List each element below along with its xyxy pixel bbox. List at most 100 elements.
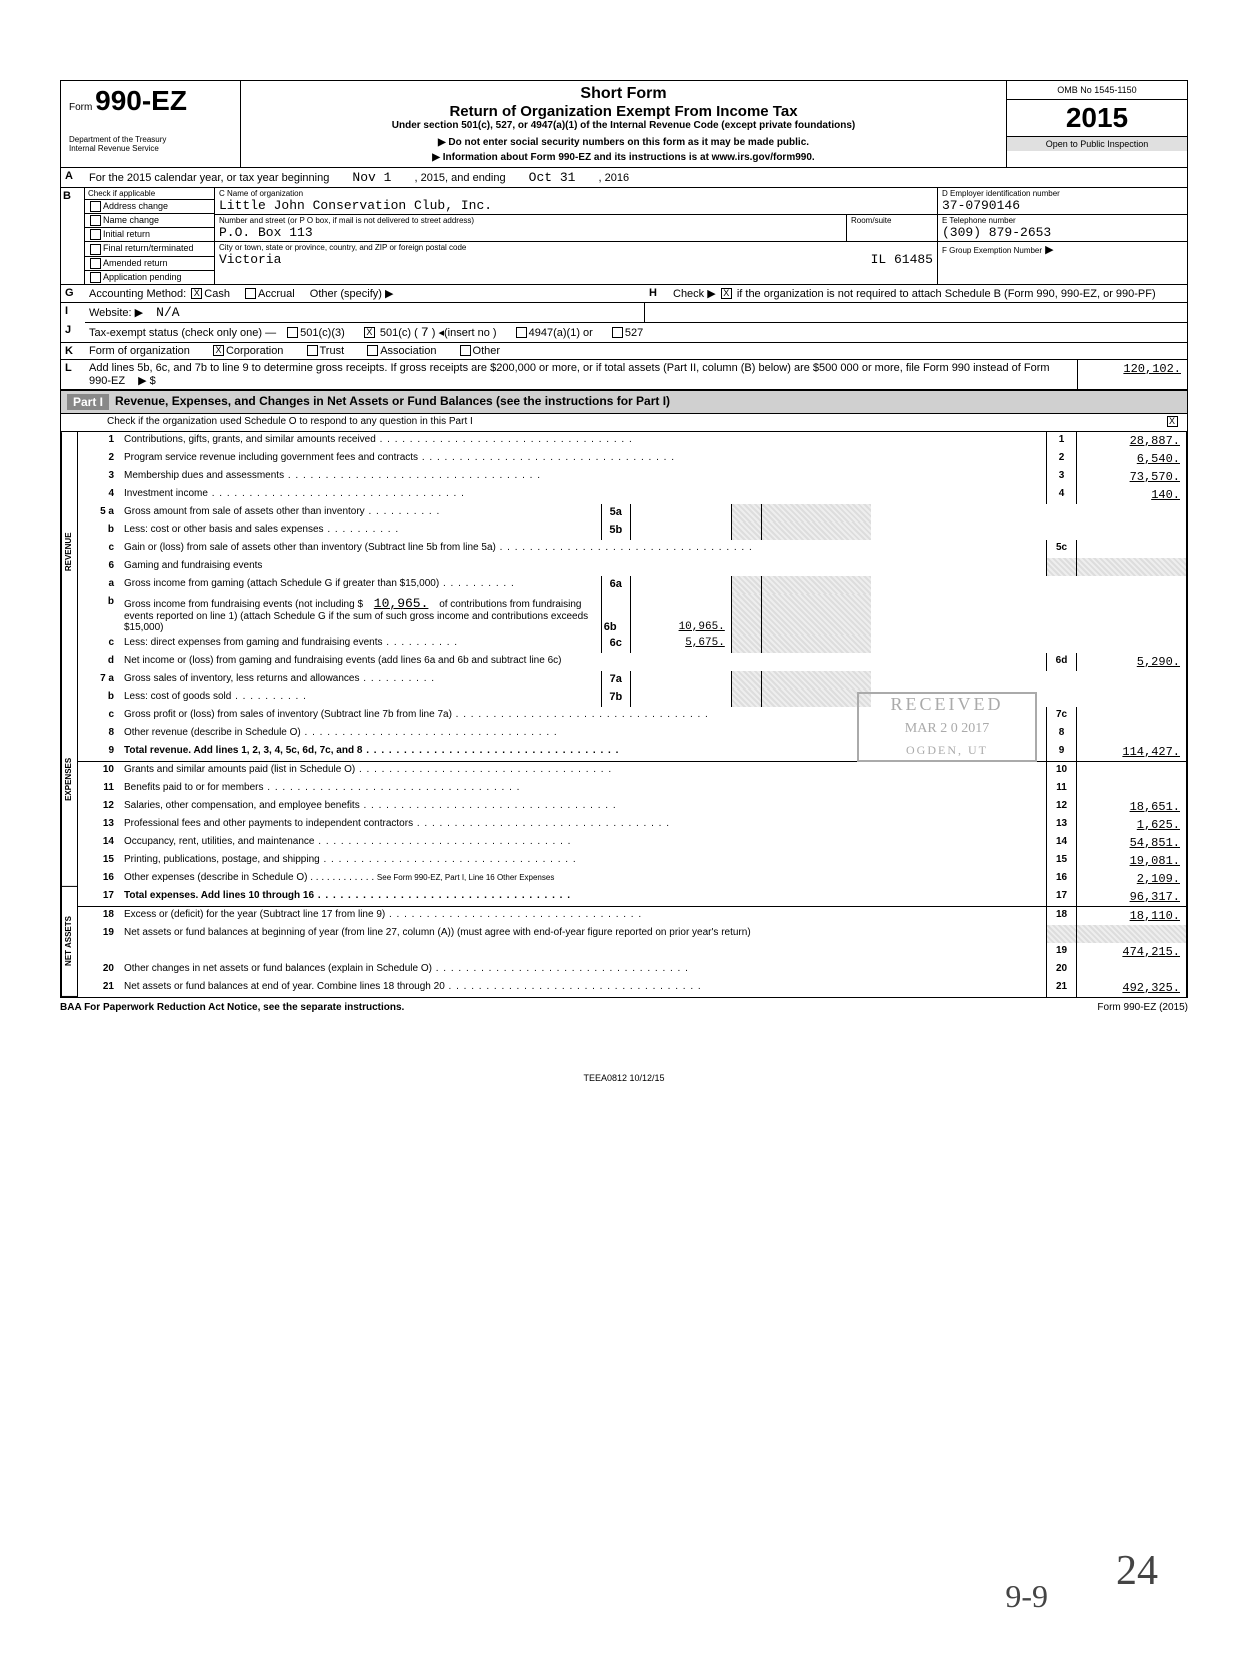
form-number-big: 990-EZ: [95, 85, 187, 116]
dept-label: Department of the Treasury: [69, 135, 232, 144]
l-amount: 120,102.: [1077, 360, 1187, 389]
tax-year: 2015: [1007, 100, 1187, 137]
part1-header: Part I Revenue, Expenses, and Changes in…: [60, 390, 1188, 414]
check-trust[interactable]: [307, 345, 318, 356]
line9-amt: 114,427.: [1076, 743, 1186, 761]
footer: BAA For Paperwork Reduction Act Notice, …: [60, 1002, 1188, 1013]
check-501c3[interactable]: [287, 327, 298, 338]
a-mid: , 2015, and ending: [414, 172, 505, 184]
k-label: Form of organization: [89, 345, 190, 357]
ssn-warning: Do not enter social security numbers on …: [249, 137, 998, 148]
footer-form: Form 990-EZ (2015): [1097, 1002, 1188, 1013]
letter-a: A: [61, 168, 85, 187]
line5b-desc: Less: cost or other basis and sales expe…: [120, 522, 601, 540]
part1-title: Revenue, Expenses, and Changes in Net As…: [115, 394, 670, 410]
b-checkboxes: Check if applicable Address change Name …: [85, 188, 215, 284]
f-label: F Group Exemption Number: [942, 246, 1042, 255]
h-label1: Check ▶: [673, 288, 716, 300]
line6b-amt: 10,965.: [631, 594, 731, 635]
form-of-org: Form of organization Corporation Trust A…: [85, 343, 1187, 359]
section-b-f: B Check if applicable Address change Nam…: [60, 188, 1188, 285]
line6b-midval: 10,965.: [366, 596, 437, 611]
title-return: Return of Organization Exempt From Incom…: [249, 103, 998, 120]
k-trust: Trust: [320, 345, 345, 357]
opt-pending: Application pending: [103, 272, 182, 282]
handwrite-2: 24: [1116, 1547, 1158, 1595]
check-corp[interactable]: [213, 345, 224, 356]
stamp-received: RECEIVED: [859, 694, 1035, 715]
stamp-date: MAR 2 0 2017: [859, 721, 1035, 737]
line12-amt: 18,651.: [1076, 798, 1186, 816]
l-arrow: ▶ $: [138, 375, 156, 387]
i-label: Website: ▶: [89, 307, 143, 319]
opt-initial: Initial return: [103, 229, 150, 239]
check-schedule-o[interactable]: [1167, 416, 1178, 427]
room-label: Room/suite: [851, 216, 933, 225]
title-short-form: Short Form: [249, 85, 998, 103]
line18-amt: 18,110.: [1076, 907, 1186, 925]
row-l: L Add lines 5b, 6c, and 7b to line 9 to …: [60, 360, 1188, 390]
city-label: City or town, state or province, country…: [219, 243, 933, 252]
opt-name: Name change: [103, 215, 159, 225]
letter-k: K: [61, 343, 85, 359]
letter-i: I: [61, 303, 85, 322]
j-4947: 4947(a)(1) or: [529, 327, 593, 339]
j-label: Tax-exempt status (check only one) —: [89, 327, 276, 339]
d-label: D Employer identification number: [942, 189, 1183, 198]
a-begin: Nov 1: [332, 170, 411, 185]
g-cash: Cash: [204, 288, 230, 300]
line5c-desc: Gain or (loss) from sale of assets other…: [120, 540, 1046, 558]
line7a-desc: Gross sales of inventory, less returns a…: [120, 671, 601, 689]
line6-desc: Gaming and fundraising events: [120, 558, 1046, 576]
j-501c-num: 7: [421, 325, 429, 340]
teea-code: TEEA0812 10/12/15: [60, 1073, 1188, 1083]
line19-amt: 474,215.: [1076, 943, 1186, 961]
line19-desc: Net assets or fund balances at beginning…: [120, 925, 1046, 943]
check-pending[interactable]: [90, 272, 101, 283]
ein: 37-0790146: [942, 198, 1183, 213]
line6c-amt: 5,675.: [631, 635, 731, 653]
check-501c[interactable]: [364, 327, 375, 338]
org-city: Victoria: [219, 252, 871, 267]
omb-number: OMB No 1545-1150: [1007, 81, 1187, 100]
org-name: Little John Conservation Club, Inc.: [219, 198, 933, 213]
line1-desc: Contributions, gifts, grants, and simila…: [120, 432, 1046, 450]
check-initial[interactable]: [90, 229, 101, 240]
f-arrow: ▶: [1045, 244, 1053, 256]
check-other-org[interactable]: [460, 345, 471, 356]
row-i: I Website: ▶ N/A: [60, 303, 1188, 322]
line16-desc: Other expenses (describe in Schedule O): [124, 872, 307, 883]
check-address[interactable]: [90, 201, 101, 212]
line12-desc: Salaries, other compensation, and employ…: [120, 798, 1046, 816]
footer-baa: BAA For Paperwork Reduction Act Notice, …: [60, 1002, 404, 1013]
opt-address: Address change: [103, 201, 168, 211]
k-other: Other: [473, 345, 501, 357]
line21-amt: 492,325.: [1076, 979, 1186, 997]
check-assoc[interactable]: [367, 345, 378, 356]
check-sched-b[interactable]: [721, 288, 732, 299]
e-label: E Telephone number: [942, 216, 1183, 225]
line13-desc: Professional fees and other payments to …: [120, 816, 1046, 834]
letter-b: B: [61, 188, 85, 284]
line21-desc: Net assets or fund balances at end of ye…: [120, 979, 1046, 997]
check-final[interactable]: [90, 244, 101, 255]
line1-amt: 28,887.: [1076, 432, 1186, 450]
form-header: Form 990-EZ Department of the Treasury I…: [60, 80, 1188, 168]
check-amended[interactable]: [90, 258, 101, 269]
line18-desc: Excess or (deficit) for the year (Subtra…: [120, 907, 1046, 925]
line7b-desc: Less: cost of goods sold: [120, 689, 601, 707]
check-527[interactable]: [612, 327, 623, 338]
check-cash[interactable]: [191, 288, 202, 299]
opt-final: Final return/terminated: [103, 243, 194, 253]
c-label: C Name of organization: [219, 189, 933, 198]
check-name[interactable]: [90, 215, 101, 226]
check-accrual[interactable]: [245, 288, 256, 299]
line6d-amt: 5,290.: [1076, 653, 1186, 671]
line4-amt: 140.: [1076, 486, 1186, 504]
line17-amt: 96,317.: [1076, 888, 1186, 906]
subtitle: Under section 501(c), 527, or 4947(a)(1)…: [249, 120, 998, 131]
row-g-h: G Accounting Method: Cash Accrual Other …: [60, 285, 1188, 303]
form-number: Form 990-EZ: [69, 85, 232, 117]
check-4947[interactable]: [516, 327, 527, 338]
open-public: Open to Public Inspection: [1007, 137, 1187, 151]
